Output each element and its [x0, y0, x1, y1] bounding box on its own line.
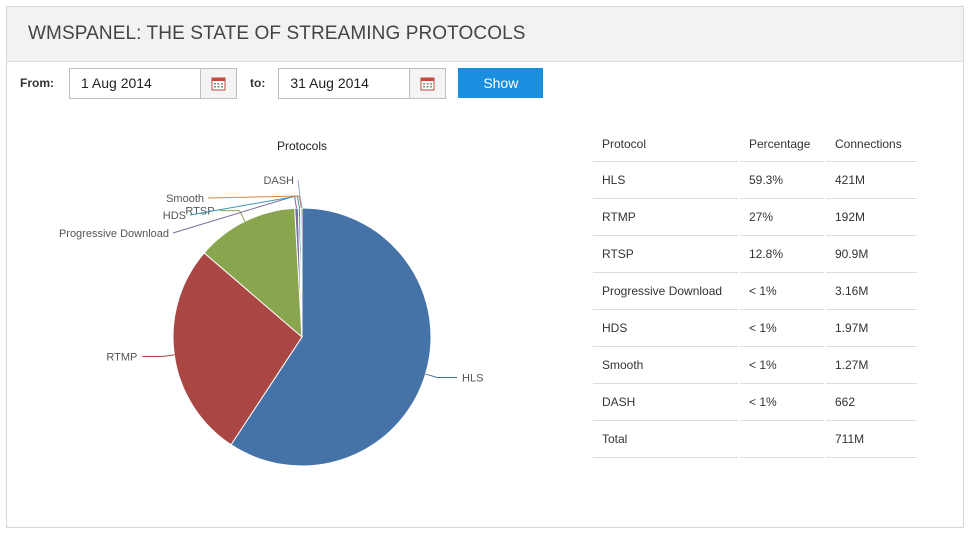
date-filter-bar: From: to:: [20, 67, 544, 99]
connector-line: [207, 195, 302, 209]
connector-line: [425, 373, 458, 378]
table-row: Total 711M: [593, 420, 917, 458]
cell-protocol: Smooth: [593, 346, 739, 384]
slice-label: Progressive Download: [59, 228, 169, 240]
cell-connections: 1.27M: [824, 346, 917, 384]
cell-connections: 3.16M: [824, 272, 917, 310]
from-date-group: [69, 67, 237, 99]
slice-label: HLS: [462, 372, 483, 384]
slice-label: RTMP: [106, 352, 137, 364]
cell-protocol: RTSP: [593, 235, 739, 273]
pie-slice-rtsp[interactable]: [203, 207, 303, 339]
cell-connections: 421M: [824, 161, 917, 199]
cell-connections: 662: [824, 383, 917, 421]
cell-percentage: < 1%: [738, 309, 825, 347]
column-header-protocol: Protocol: [593, 127, 739, 162]
panel-header: WMSPANEL: THE STATE OF STREAMING PROTOCO…: [7, 7, 963, 62]
cell-connections: 192M: [824, 198, 917, 236]
to-date-group: [278, 67, 447, 99]
page-title: WMSPANEL: THE STATE OF STREAMING PROTOCO…: [28, 23, 526, 44]
cell-percentage: < 1%: [738, 383, 825, 421]
table-row: Smooth < 1% 1.27M: [593, 346, 917, 384]
table-row: HDS < 1% 1.97M: [593, 309, 917, 347]
table-row: RTMP 27% 192M: [593, 198, 917, 236]
cell-protocol: HDS: [593, 309, 739, 347]
from-date-input[interactable]: [70, 68, 200, 98]
show-button[interactable]: Show: [458, 68, 544, 98]
slice-label: HDS: [163, 210, 186, 222]
calendar-icon: [420, 77, 435, 90]
table-header-row: Protocol Percentage Connections: [593, 127, 917, 162]
cell-percentage: < 1%: [738, 346, 825, 384]
table-row: DASH < 1% 662: [593, 383, 917, 421]
protocol-table: Protocol Percentage Connections HLS 59.3%…: [593, 127, 917, 458]
cell-protocol: RTMP: [593, 198, 739, 236]
cell-percentage: < 1%: [738, 272, 825, 310]
table-row: HLS 59.3% 421M: [593, 161, 917, 199]
from-label: From:: [20, 76, 54, 90]
table-row: Progressive Download < 1% 3.16M: [593, 272, 917, 310]
chart-title: Protocols: [277, 139, 327, 153]
cell-connections: 90.9M: [824, 235, 917, 273]
from-calendar-button[interactable]: [200, 68, 236, 98]
slice-label: DASH: [263, 175, 294, 187]
cell-protocol: Progressive Download: [593, 272, 739, 310]
connector-line: [219, 210, 246, 222]
protocols-pie-chart: Protocols HLS RTMP RTSP Progressive Downloa…: [40, 128, 560, 488]
pie-slice-hls[interactable]: [230, 207, 432, 467]
cell-percentage: [738, 420, 825, 458]
to-calendar-button[interactable]: [409, 68, 446, 98]
cell-connections: 711M: [824, 420, 917, 458]
connector-line: [297, 179, 303, 209]
to-date-input[interactable]: [279, 68, 410, 98]
calendar-icon: [211, 77, 226, 90]
cell-protocol: HLS: [593, 161, 739, 199]
slice-label: Smooth: [166, 193, 204, 205]
cell-percentage: 27%: [738, 198, 825, 236]
cell-connections: 1.97M: [824, 309, 917, 347]
column-header-percentage: Percentage: [738, 127, 825, 162]
table-row: RTSP 12.8% 90.9M: [593, 235, 917, 273]
cell-percentage: 59.3%: [738, 161, 825, 199]
cell-protocol: Total: [593, 420, 739, 458]
to-label: to:: [250, 76, 266, 90]
column-header-connections: Connections: [824, 127, 917, 162]
cell-percentage: 12.8%: [738, 235, 825, 273]
connector-line: [142, 354, 175, 358]
cell-protocol: DASH: [593, 383, 739, 421]
